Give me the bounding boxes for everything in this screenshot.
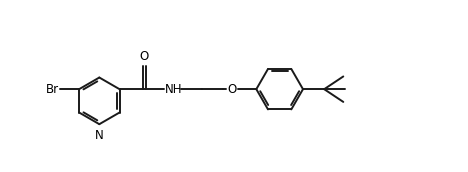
Text: N: N xyxy=(95,130,104,142)
Text: Br: Br xyxy=(46,83,59,96)
Text: NH: NH xyxy=(165,83,183,96)
Text: O: O xyxy=(139,50,148,63)
Text: O: O xyxy=(227,83,236,96)
